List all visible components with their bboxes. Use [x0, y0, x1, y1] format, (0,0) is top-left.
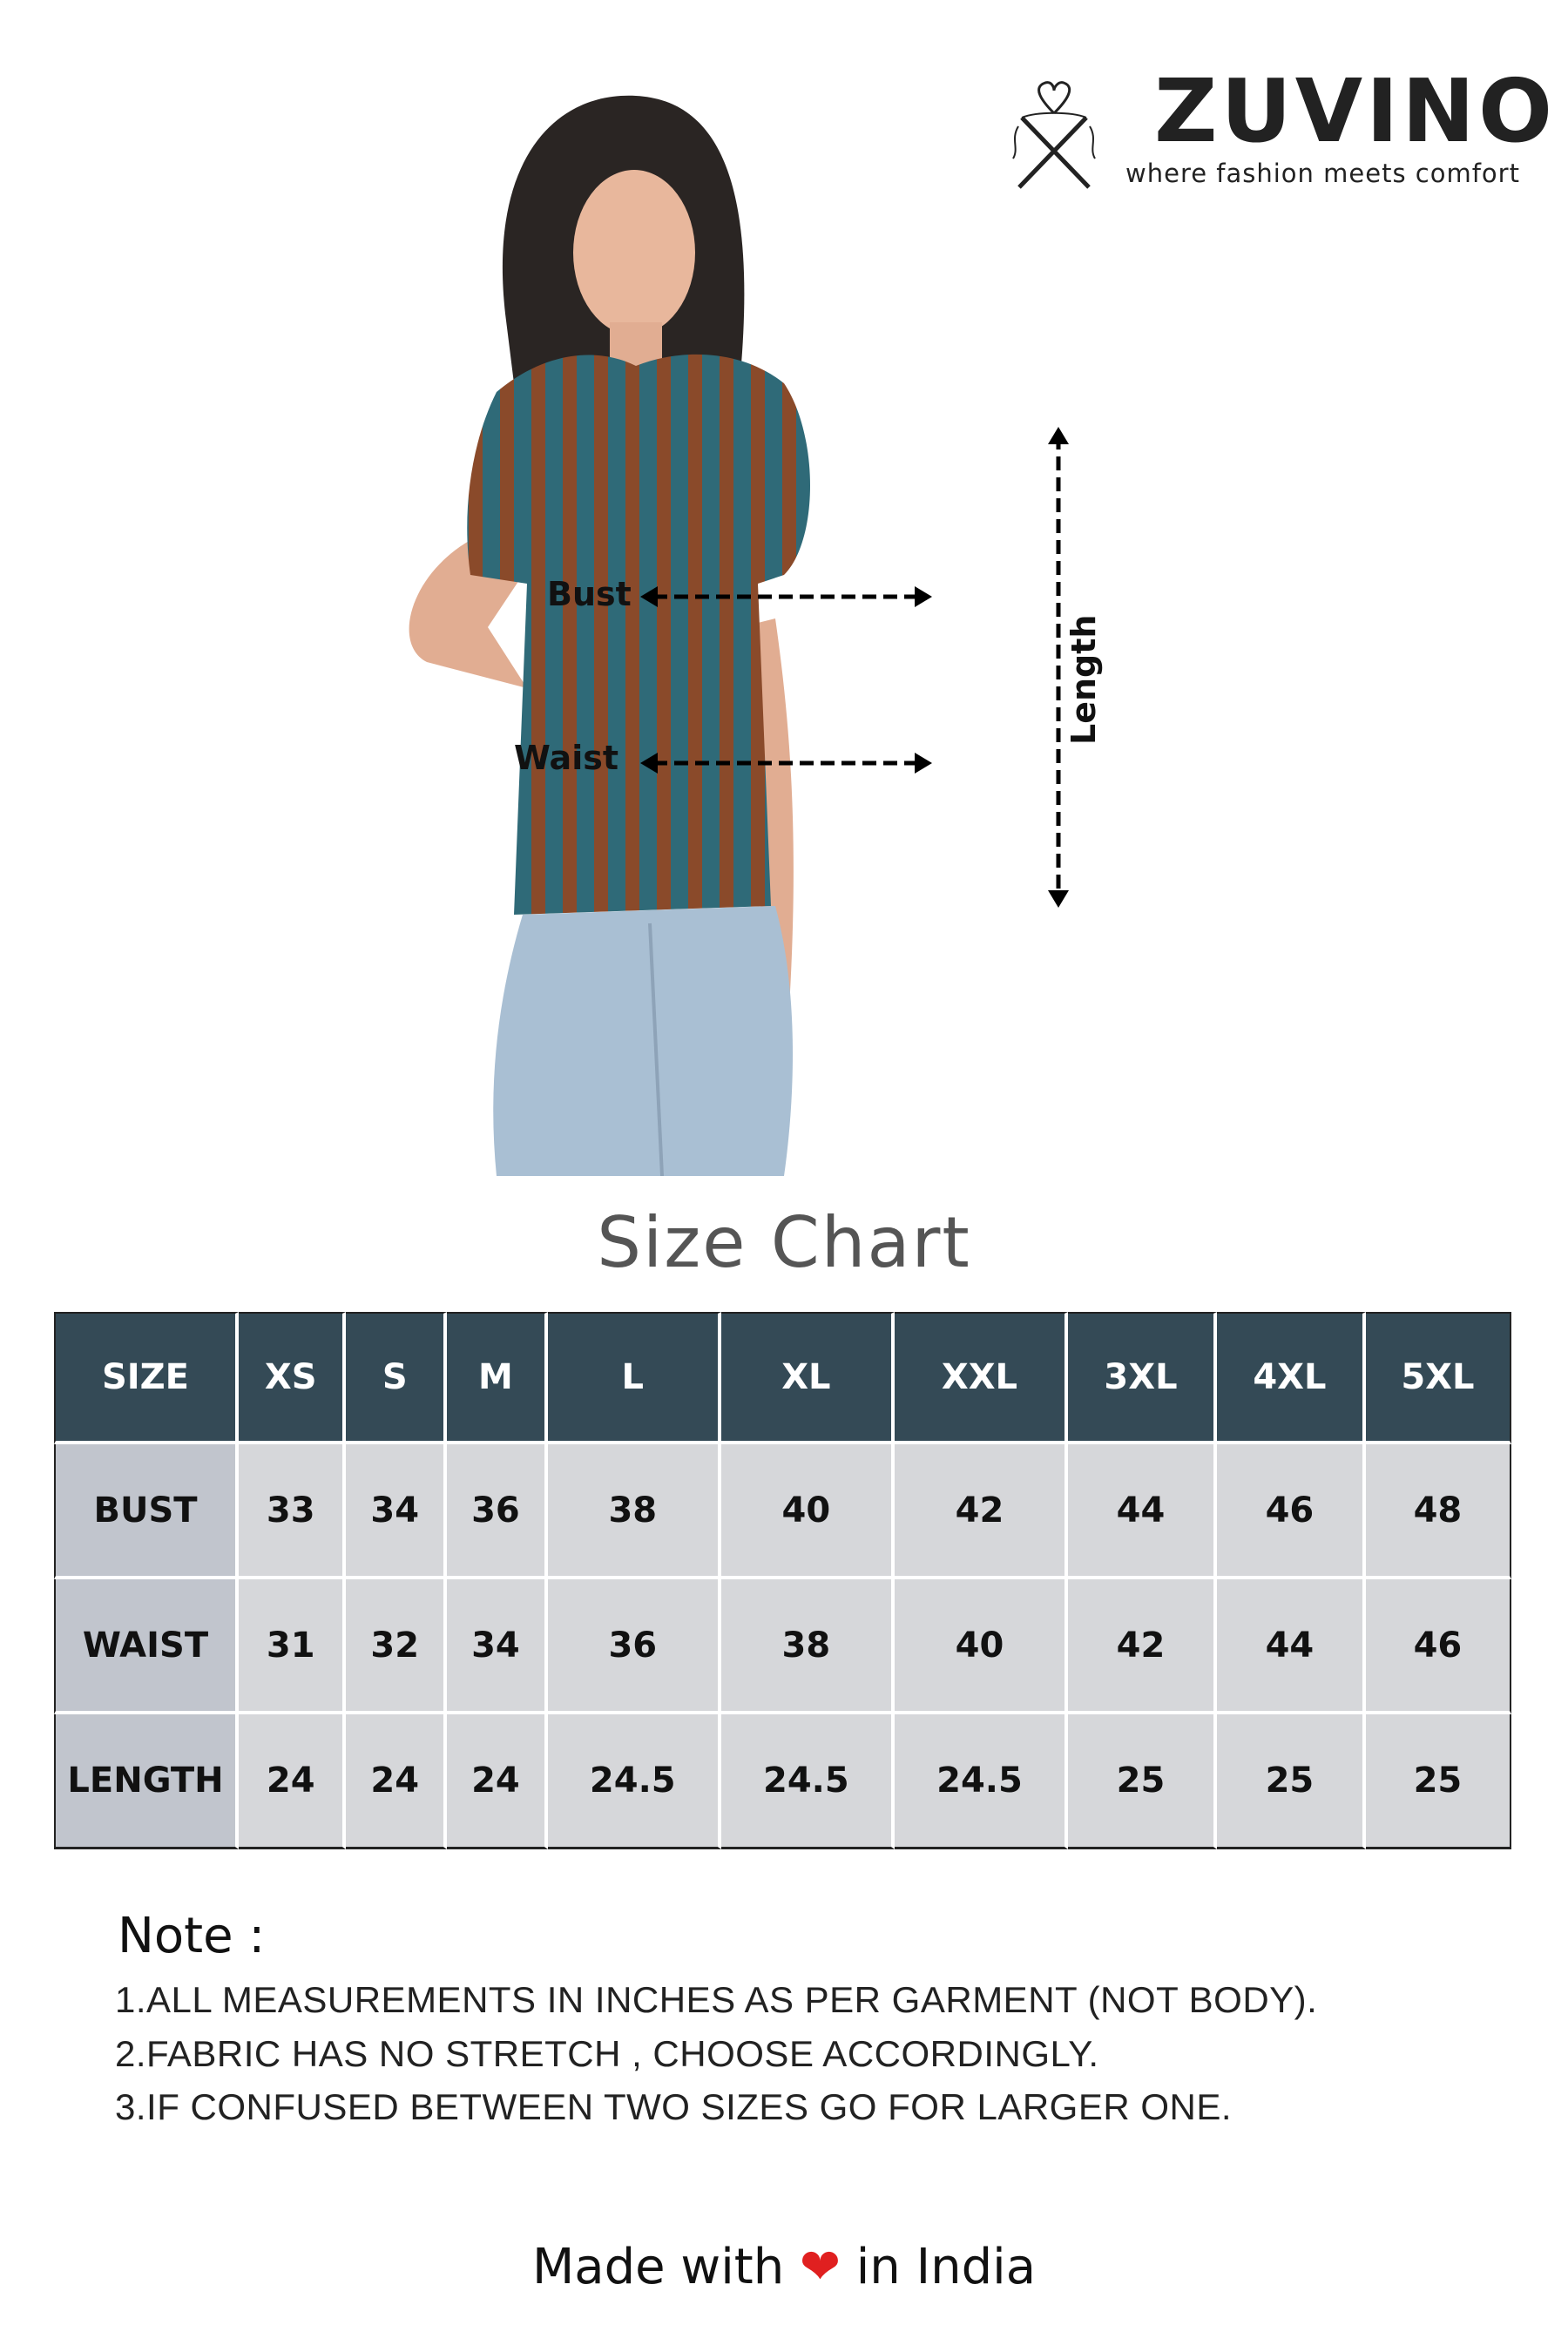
- table-cell: 25: [1216, 1714, 1366, 1849]
- table-cell: 24.5: [547, 1714, 721, 1849]
- size-chart-title: Size Chart: [597, 1202, 971, 1283]
- table-cell: 33: [239, 1444, 347, 1579]
- note-line-3: 3.IF CONFUSED BETWEEN TWO SIZES GO FOR L…: [115, 2086, 1233, 2127]
- table-cell: 25: [1365, 1714, 1511, 1849]
- table-cell: 44: [1068, 1444, 1217, 1579]
- brand-name: ZUVINO: [1154, 60, 1557, 162]
- table-cell: 38: [547, 1444, 721, 1579]
- table-cell: 24.5: [894, 1714, 1069, 1849]
- table-cell: 48: [1365, 1444, 1511, 1579]
- table-cell: 46: [1216, 1444, 1366, 1579]
- header-cell: XXL: [894, 1312, 1069, 1444]
- table-cell: 34: [447, 1579, 548, 1714]
- bust-label: Bust: [547, 575, 632, 613]
- needle-heart-logo-icon: [1012, 81, 1096, 189]
- table-cell: 36: [447, 1444, 548, 1579]
- table-cell: 31: [239, 1579, 347, 1714]
- header-cell: XL: [720, 1312, 895, 1444]
- table-row-waist: WAIST 31 32 34 36 38 40 42 44 46: [54, 1579, 1511, 1714]
- table-cell: 24: [447, 1714, 548, 1849]
- note-heading: Note :: [118, 1908, 266, 1964]
- table-cell: 24: [346, 1714, 448, 1849]
- header-cell: 4XL: [1216, 1312, 1366, 1444]
- footer-text-before: Made with: [531, 2239, 785, 2295]
- table-row-length: LENGTH 24 24 24 24.5 24.5 24.5 25 25 25: [54, 1714, 1511, 1849]
- heart-icon: ❤: [800, 2239, 841, 2295]
- made-in-india-footer: Made with ❤ in India: [0, 2239, 1568, 2295]
- table-cell: 42: [1068, 1579, 1217, 1714]
- brand-logo: ZUVINO where fashion meets comfort: [993, 61, 1552, 209]
- size-chart-table: SIZE XS S M L XL XXL 3XL 4XL 5XL BUST 33…: [54, 1312, 1511, 1849]
- table-cell: 32: [346, 1579, 448, 1714]
- row-label: LENGTH: [54, 1714, 239, 1849]
- header-cell: 3XL: [1068, 1312, 1217, 1444]
- table-cell: 36: [547, 1579, 721, 1714]
- table-cell: 24: [239, 1714, 347, 1849]
- table-cell: 38: [720, 1579, 895, 1714]
- header-cell: M: [447, 1312, 548, 1444]
- header-cell: S: [346, 1312, 448, 1444]
- table-header-row: SIZE XS S M L XL XXL 3XL 4XL 5XL: [54, 1312, 1511, 1444]
- table-cell: 46: [1365, 1579, 1511, 1714]
- length-label: Length: [1064, 614, 1103, 745]
- header-cell: SIZE: [54, 1312, 239, 1444]
- table-cell: 24.5: [720, 1714, 895, 1849]
- waist-label: Waist: [514, 739, 619, 777]
- table-cell: 42: [894, 1444, 1069, 1579]
- table-cell: 40: [894, 1579, 1069, 1714]
- row-label: BUST: [54, 1444, 239, 1579]
- model-photo: [409, 95, 1069, 1176]
- table-cell: 44: [1216, 1579, 1366, 1714]
- brand-tagline: where fashion meets comfort: [1125, 159, 1520, 188]
- row-label: WAIST: [54, 1579, 239, 1714]
- footer-text-after: in India: [855, 2239, 1037, 2295]
- note-line-2: 2.FABRIC HAS NO STRETCH , CHOOSE ACCORDI…: [115, 2033, 1099, 2074]
- table-row-bust: BUST 33 34 36 38 40 42 44 46 48: [54, 1444, 1511, 1579]
- table-cell: 34: [346, 1444, 448, 1579]
- header-cell: XS: [239, 1312, 347, 1444]
- table-cell: 25: [1068, 1714, 1217, 1849]
- table-cell: 40: [720, 1444, 895, 1579]
- header-cell: L: [547, 1312, 721, 1444]
- note-line-1: 1.ALL MEASUREMENTS IN INCHES AS PER GARM…: [115, 1979, 1318, 2020]
- header-cell: 5XL: [1365, 1312, 1511, 1444]
